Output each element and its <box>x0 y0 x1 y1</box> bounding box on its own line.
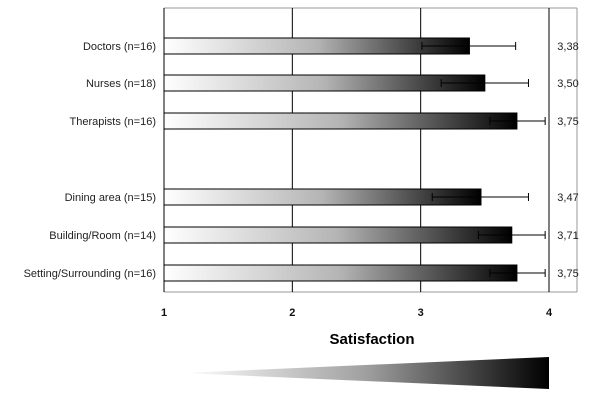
satisfaction-gradient-wedge <box>182 357 549 389</box>
category-label-2: Therapists (n=16) <box>69 116 156 128</box>
error-bar-0 <box>421 42 517 50</box>
x-axis-title: Satisfaction <box>329 331 414 348</box>
error-bar-5 <box>489 269 546 277</box>
category-label-5: Setting/Surrounding (n=16) <box>24 268 156 280</box>
value-label-3: 3,47 <box>557 192 578 204</box>
bar-2 <box>163 112 518 130</box>
bar-4 <box>163 226 513 244</box>
error-bar-4 <box>477 231 546 239</box>
value-label-1: 3,50 <box>557 78 578 90</box>
category-label-4: Building/Room (n=14) <box>49 230 156 242</box>
value-label-4: 3,71 <box>557 230 578 242</box>
category-label-0: Doctors (n=16) <box>83 41 156 53</box>
bar-5 <box>163 264 518 282</box>
error-bar-2 <box>489 117 546 125</box>
value-label-5: 3,75 <box>557 268 578 280</box>
x-tick-2: 2 <box>289 307 295 319</box>
value-label-0: 3,38 <box>557 41 578 53</box>
x-tick-labels: 1 2 3 4 <box>161 307 553 319</box>
error-bar-1 <box>440 79 529 87</box>
bars <box>163 37 546 282</box>
value-labels: 3,38 3,50 3,75 3,47 3,71 3,75 <box>557 41 578 280</box>
category-label-3: Dining area (n=15) <box>65 192 156 204</box>
value-label-2: 3,75 <box>557 116 578 128</box>
x-tick-3: 3 <box>418 307 424 319</box>
category-labels: Doctors (n=16) Nurses (n=18) Therapists (n… <box>24 41 156 280</box>
x-tick-1: 1 <box>161 307 167 319</box>
category-label-1: Nurses (n=18) <box>86 78 156 90</box>
x-tick-4: 4 <box>546 307 553 319</box>
error-bar-3 <box>431 193 529 201</box>
bar-1 <box>163 74 486 92</box>
gridlines <box>163 7 578 293</box>
